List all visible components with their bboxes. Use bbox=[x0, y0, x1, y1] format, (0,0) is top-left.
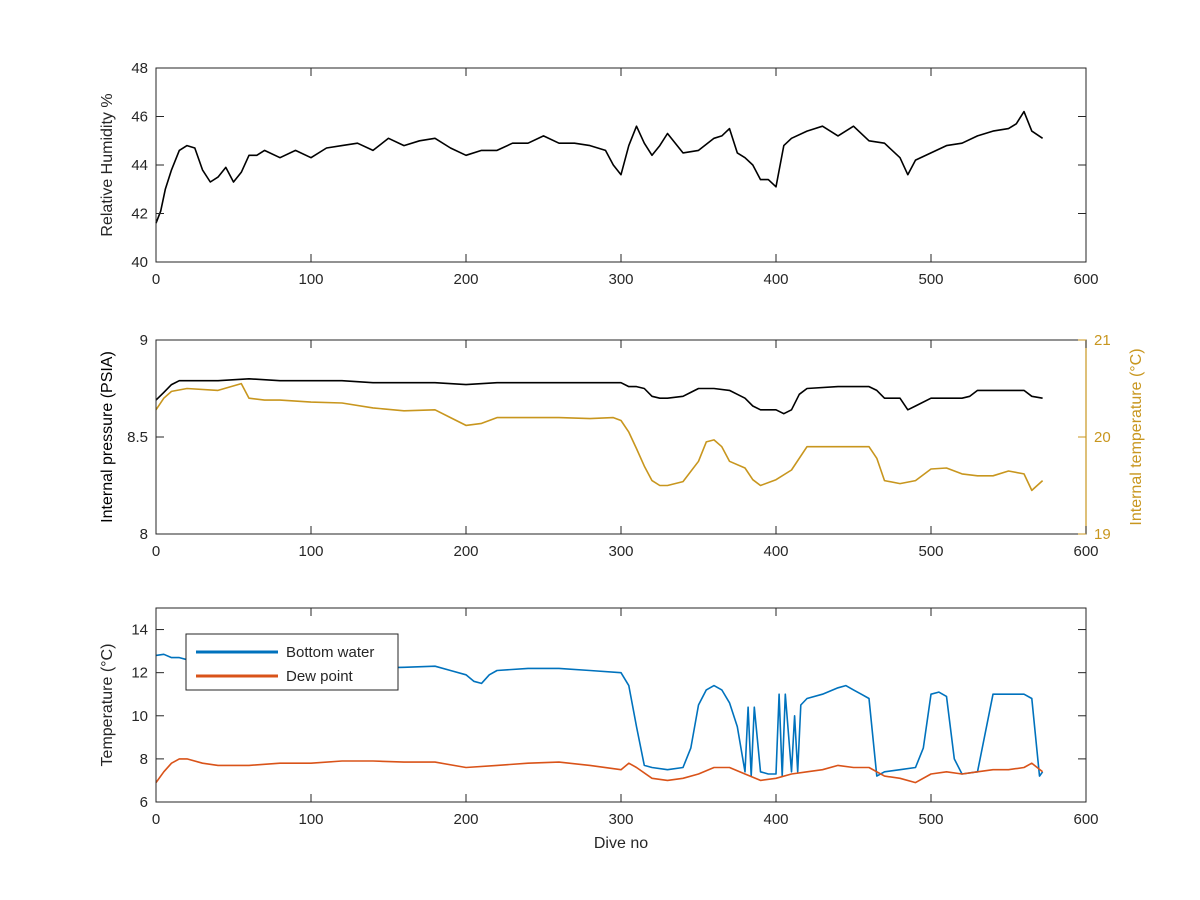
series-line-temperature-0 bbox=[155, 653, 1044, 777]
x-tick-label: 100 bbox=[298, 811, 323, 828]
axes-box-humidity bbox=[155, 67, 1087, 263]
panel-pressure-temperature: 0 100 200 300 400 500 600 8 8.5 9 19 20 21 Internal t… bbox=[99, 332, 1145, 560]
x-tick-label: 0 bbox=[152, 271, 160, 288]
y-right-tick-label: 20 bbox=[1094, 429, 1111, 446]
x-tick-label: 0 bbox=[152, 543, 160, 560]
y-axis-label: Temperature (°C) bbox=[99, 644, 116, 767]
x-tick-label: 100 bbox=[298, 543, 323, 560]
y-right-tick-label: 21 bbox=[1094, 332, 1111, 349]
y-tick-label: 46 bbox=[131, 109, 148, 126]
y-tick-label: 6 bbox=[140, 794, 148, 811]
x-tick-label: 500 bbox=[918, 543, 943, 560]
x-tick-label: 200 bbox=[453, 271, 478, 288]
x-tick-label: 500 bbox=[918, 811, 943, 828]
x-tick-label: 0 bbox=[152, 811, 160, 828]
y-tick-label: 48 bbox=[131, 60, 148, 77]
axes-box-pressure-temperature bbox=[155, 339, 1087, 535]
y-axis-label: Relative Humidity % bbox=[99, 93, 116, 236]
x-tick-label: 600 bbox=[1073, 271, 1098, 288]
panel-humidity: 0 100 200 300 400 500 600 40 42 44 46 48 Relative Hu… bbox=[99, 60, 1099, 288]
y-tick-label: 8.5 bbox=[127, 429, 148, 446]
y-axis-label: Internal pressure (PSIA) bbox=[99, 351, 116, 523]
panel-temperature: 0 100 200 300 400 500 600 6 8 10 12 14 Temperature (… bbox=[99, 607, 1099, 852]
y-tick-label: 8 bbox=[140, 526, 148, 543]
x-tick-label: 200 bbox=[453, 543, 478, 560]
x-axis-label: Dive no bbox=[594, 835, 648, 852]
series-line-pressure-temperature-0 bbox=[155, 377, 1043, 415]
y-tick-label: 9 bbox=[140, 332, 148, 349]
series-line-temperature-1 bbox=[155, 758, 1044, 784]
legend-label-1: Dew point bbox=[286, 668, 354, 685]
y-tick-label: 8 bbox=[140, 751, 148, 768]
y-tick-label: 14 bbox=[131, 622, 148, 639]
series-line-humidity-0 bbox=[155, 110, 1044, 224]
x-tick-label: 600 bbox=[1073, 811, 1098, 828]
y-tick-label: 10 bbox=[131, 708, 148, 725]
series-line-pressure-temperature-1 bbox=[155, 382, 1044, 492]
x-tick-label: 600 bbox=[1073, 543, 1098, 560]
legend-box bbox=[185, 633, 399, 691]
x-tick-label: 500 bbox=[918, 271, 943, 288]
y-tick-label: 44 bbox=[131, 157, 148, 174]
legend-label-0: Bottom water bbox=[286, 644, 374, 661]
y-tick-label: 12 bbox=[131, 665, 148, 682]
y-tick-label: 40 bbox=[131, 254, 148, 271]
x-tick-label: 400 bbox=[763, 811, 788, 828]
y-axis-label-right: Internal temperature (°C) bbox=[1128, 348, 1145, 525]
x-tick-label: 300 bbox=[608, 271, 633, 288]
x-tick-label: 200 bbox=[453, 811, 478, 828]
legend: Bottom water Dew point bbox=[185, 633, 399, 691]
x-tick-label: 400 bbox=[763, 543, 788, 560]
x-tick-label: 300 bbox=[608, 543, 633, 560]
y-right-tick-label: 19 bbox=[1094, 526, 1111, 543]
x-tick-label: 300 bbox=[608, 811, 633, 828]
x-tick-label: 400 bbox=[763, 271, 788, 288]
x-tick-label: 100 bbox=[298, 271, 323, 288]
y-tick-label: 42 bbox=[131, 206, 148, 223]
